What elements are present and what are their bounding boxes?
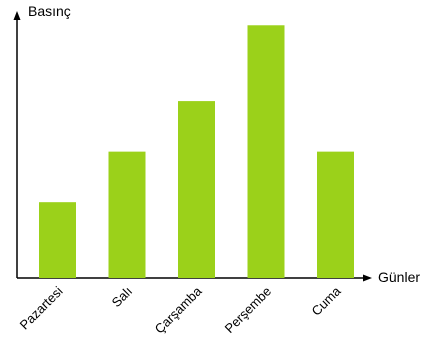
bars-group — [39, 25, 354, 278]
bar-2 — [108, 151, 146, 278]
bar-5 — [317, 151, 354, 278]
x-tick-label: Pazartesi — [17, 283, 66, 332]
x-axis-title: Günler — [378, 269, 420, 285]
x-tick-labels-group: Pazartesi Salı Çarşamba Perşembe Cuma — [17, 283, 344, 337]
bar-1 — [39, 202, 76, 278]
x-tick-label: Cuma — [308, 283, 344, 319]
y-axis-arrow-icon — [13, 11, 21, 20]
bar-3 — [178, 101, 215, 278]
y-axis-title: Basınç — [28, 3, 71, 19]
x-tick-label: Salı — [109, 284, 135, 310]
x-tick-label: Çarşamba — [152, 283, 206, 337]
x-tick-label: Perşembe — [222, 284, 275, 337]
bar-4 — [247, 25, 285, 278]
x-axis-arrow-icon — [363, 274, 372, 282]
